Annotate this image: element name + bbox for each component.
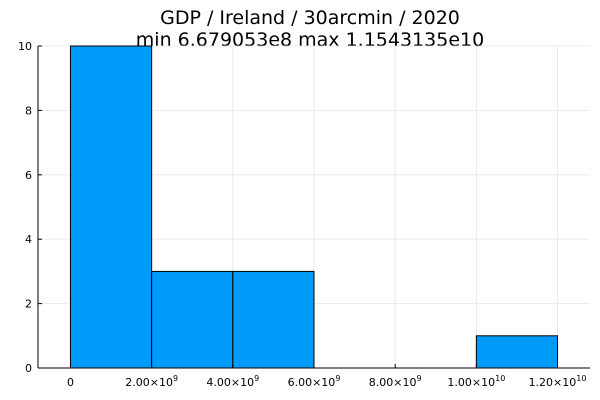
y-tick-label-4: 8 [25,104,32,117]
histogram-bar-5 [475,335,559,369]
x-tick-label-0: 0 [67,376,74,389]
x-tick-label-4: 8.00×109 [369,374,422,389]
x-tick-exponent: 10 [495,374,505,383]
x-tick-label-5: 1.00×1010 [447,374,505,389]
x-tick-exponent: 9 [335,374,340,383]
x-tick-label-1: 2.00×109 [125,374,178,389]
y-tick-label-0: 0 [25,362,32,375]
histogram-bar-0 [69,45,153,369]
chart-subtitle: min 6.679053e8 max 1.1543135e10 [136,29,484,51]
y-tick-label-5: 10 [18,40,32,53]
x-tick-exponent: 9 [173,374,178,383]
x-tick-exponent: 10 [576,374,586,383]
chart-title: GDP / Ireland / 30arcmin / 2020 [160,7,460,29]
y-axis-ticks: 0 2 4 6 8 10 [18,40,42,375]
histogram-bars [69,45,559,369]
x-tick-label-6: 1.20×1010 [529,374,587,389]
x-axis-ticks: 0 2.00×109 4.00×109 6.00×109 8.00×109 1.00×10… [67,364,587,389]
histogram-bar-2 [232,270,315,369]
x-tick-label-3: 6.00×109 [288,374,341,389]
y-tick-label-3: 6 [25,169,32,182]
x-tick-exponent: 9 [416,374,421,383]
histogram-bar-1 [151,270,234,369]
x-tick-label-2: 4.00×109 [206,374,259,389]
y-tick-label-2: 4 [25,233,32,246]
x-tick-exponent: 9 [254,374,259,383]
y-tick-label-1: 2 [25,298,32,311]
